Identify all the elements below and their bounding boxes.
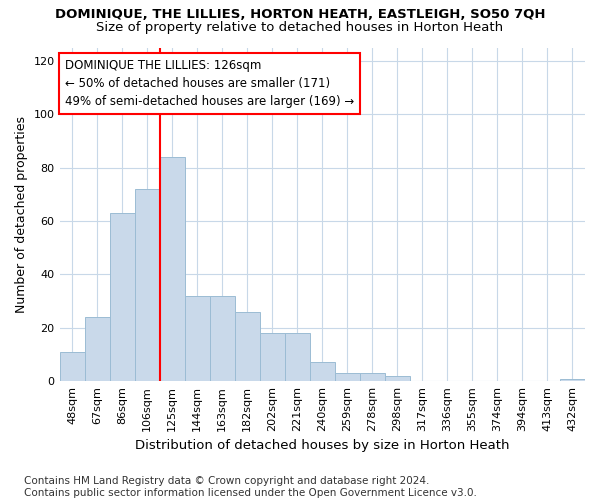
Bar — [260, 333, 285, 381]
Text: Contains HM Land Registry data © Crown copyright and database right 2024.
Contai: Contains HM Land Registry data © Crown c… — [24, 476, 477, 498]
Bar — [85, 317, 110, 381]
Y-axis label: Number of detached properties: Number of detached properties — [15, 116, 28, 313]
Bar — [235, 312, 260, 381]
Bar — [385, 376, 410, 381]
Bar — [335, 373, 360, 381]
Bar — [310, 362, 335, 381]
Text: DOMINIQUE, THE LILLIES, HORTON HEATH, EASTLEIGH, SO50 7QH: DOMINIQUE, THE LILLIES, HORTON HEATH, EA… — [55, 8, 545, 20]
X-axis label: Distribution of detached houses by size in Horton Heath: Distribution of detached houses by size … — [135, 440, 509, 452]
Bar — [560, 378, 585, 381]
Bar — [59, 352, 85, 381]
Bar — [360, 373, 385, 381]
Bar — [285, 333, 310, 381]
Bar — [110, 213, 134, 381]
Text: Size of property relative to detached houses in Horton Heath: Size of property relative to detached ho… — [97, 21, 503, 34]
Bar — [185, 296, 209, 381]
Bar — [160, 157, 185, 381]
Bar — [134, 189, 160, 381]
Bar — [209, 296, 235, 381]
Text: DOMINIQUE THE LILLIES: 126sqm
← 50% of detached houses are smaller (171)
49% of : DOMINIQUE THE LILLIES: 126sqm ← 50% of d… — [65, 59, 354, 108]
